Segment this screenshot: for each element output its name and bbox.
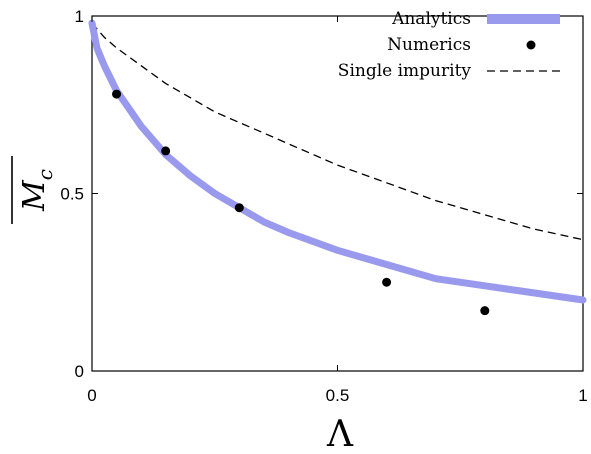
legend-label-analytics: Analytics [391,9,471,29]
series-layer [88,19,587,316]
series-line-single-impurity [91,22,584,241]
x-tick-label: 0.5 [326,386,350,405]
numerics-point [234,203,244,213]
legend-label-numerics: Numerics [387,35,471,55]
x-tick-label: 1 [578,386,587,405]
legend-swatch-numerics [526,40,536,50]
y-axis-label-text: Mc [17,169,57,212]
numerics-point [112,89,122,99]
legend-label-single-impurity: Single impurity [338,61,472,81]
numerics-point [480,306,490,316]
series-line-analytics [88,19,587,304]
x-tick-label: 0 [87,386,96,405]
y-tick-label: 1 [75,7,84,26]
legend: Analytics Numerics Single impurity [338,9,560,81]
x-axis-label: Λ [326,414,354,454]
y-axis-label-subscript: c [33,169,57,180]
y-axis-label: Mc [11,156,57,224]
numerics-point [382,277,392,287]
y-tick-label: 0 [75,362,84,381]
axis-ticks: 0 0.5 1 0 0.5 1 [60,7,587,405]
numerics-point [161,146,171,156]
y-tick-label: 0.5 [60,185,84,204]
